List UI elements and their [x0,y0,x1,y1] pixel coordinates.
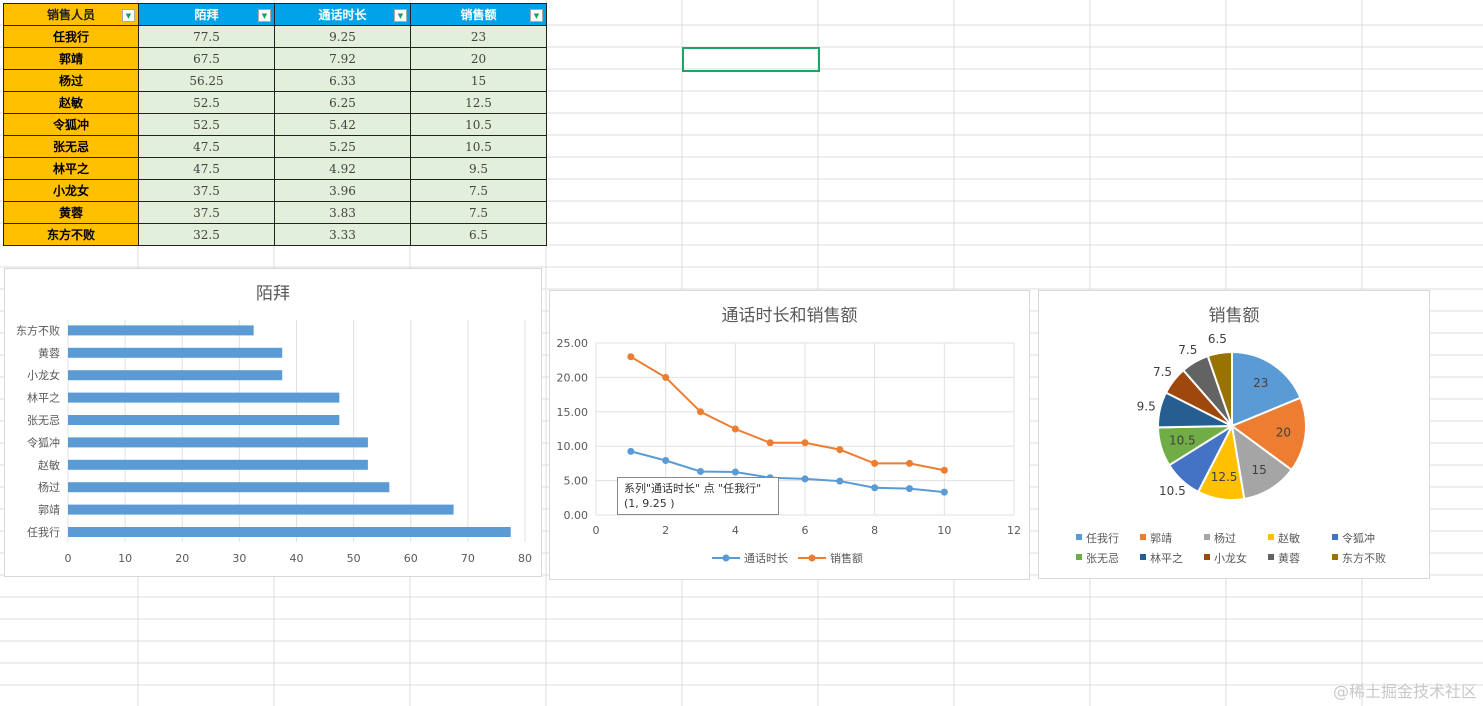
value-cell[interactable]: 6.33 [274,69,411,92]
value-cell[interactable]: 12.5 [410,91,547,114]
value-cell[interactable]: 9.25 [274,25,411,48]
value-cell[interactable]: 3.83 [274,201,411,224]
table-row: 黄蓉 37.5 3.83 7.5 [3,201,547,224]
header-label: 陌拜 [194,8,219,22]
value-cell[interactable]: 7.5 [410,201,547,224]
value-cell[interactable]: 67.5 [138,47,275,70]
value-cell[interactable]: 37.5 [138,179,275,202]
name-cell[interactable]: 张无忌 [3,135,139,158]
table-row: 东方不败 32.5 3.33 6.5 [3,223,547,246]
value-cell[interactable]: 32.5 [138,223,275,246]
name-cell[interactable]: 林平之 [3,157,139,180]
value-cell[interactable]: 5.42 [274,113,411,136]
value-cell[interactable]: 4.92 [274,157,411,180]
table-row: 任我行 77.5 9.25 23 [3,25,547,48]
value-cell[interactable]: 47.5 [138,157,275,180]
name-cell[interactable]: 任我行 [3,25,139,48]
tooltip-line2: (1, 9.25 ) [624,497,675,510]
value-cell[interactable]: 7.92 [274,47,411,70]
name-cell[interactable]: 小龙女 [3,179,139,202]
filter-dropdown-icon[interactable]: ▼ [122,9,135,22]
line-chart-title: 通话时长和销售额 [721,306,858,326]
name-cell[interactable]: 东方不败 [3,223,139,246]
name-cell[interactable]: 赵敏 [3,91,139,114]
value-cell[interactable]: 6.25 [274,91,411,114]
header-label: 销售人员 [46,8,95,22]
selected-cell[interactable] [682,47,820,72]
column-header[interactable]: 销售人员 ▼ [3,3,139,26]
data-table: 销售人员 ▼ 陌拜 ▼ 通话时长 ▼ 销售额 ▼ 任我行 77.5 9.25 23 郭靖 67.5 7.92… [3,3,547,246]
header-label: 通话时长 [318,8,367,22]
table-row: 小龙女 37.5 3.96 7.5 [3,179,547,202]
value-cell[interactable]: 77.5 [138,25,275,48]
value-cell[interactable]: 9.5 [410,157,547,180]
column-header[interactable]: 销售额 ▼ [410,3,547,26]
table-row: 令狐冲 52.5 5.42 10.5 [3,113,547,136]
name-cell[interactable]: 杨过 [3,69,139,92]
name-cell[interactable]: 郭靖 [3,47,139,70]
filter-dropdown-icon[interactable]: ▼ [394,9,407,22]
pie-chart-title: 销售额 [1208,306,1260,326]
pie-chart[interactable]: 销售额 [1038,290,1430,579]
value-cell[interactable]: 3.96 [274,179,411,202]
value-cell[interactable]: 47.5 [138,135,275,158]
filter-dropdown-icon[interactable]: ▼ [258,9,271,22]
value-cell[interactable]: 15 [410,69,547,92]
table-row: 赵敏 52.5 6.25 12.5 [3,91,547,114]
value-cell[interactable]: 52.5 [138,113,275,136]
filter-dropdown-icon[interactable]: ▼ [530,9,543,22]
value-cell[interactable]: 37.5 [138,201,275,224]
value-cell[interactable]: 56.25 [138,69,275,92]
value-cell[interactable]: 7.5 [410,179,547,202]
value-cell[interactable]: 5.25 [274,135,411,158]
chart-tooltip: 系列"通话时长" 点 "任我行" (1, 9.25 ) [617,477,779,515]
bar-chart[interactable]: 陌拜 [4,268,542,577]
tooltip-line1: 系列"通话时长" 点 "任我行" [624,482,762,495]
table-row: 张无忌 47.5 5.25 10.5 [3,135,547,158]
table-row: 郭靖 67.5 7.92 20 [3,47,547,70]
line-chart[interactable]: 通话时长和销售额 [549,290,1030,580]
value-cell[interactable]: 20 [410,47,547,70]
value-cell[interactable]: 23 [410,25,547,48]
column-header[interactable]: 通话时长 ▼ [274,3,411,26]
value-cell[interactable]: 10.5 [410,135,547,158]
value-cell[interactable]: 10.5 [410,113,547,136]
value-cell[interactable]: 52.5 [138,91,275,114]
value-cell[interactable]: 6.5 [410,223,547,246]
value-cell[interactable]: 3.33 [274,223,411,246]
table-row: 杨过 56.25 6.33 15 [3,69,547,92]
bar-chart-title: 陌拜 [256,284,290,304]
name-cell[interactable]: 令狐冲 [3,113,139,136]
watermark: @稀土掘金技术社区 [1332,682,1477,701]
name-cell[interactable]: 黄蓉 [3,201,139,224]
table-row: 林平之 47.5 4.92 9.5 [3,157,547,180]
header-label: 销售额 [460,8,497,22]
column-header[interactable]: 陌拜 ▼ [138,3,275,26]
